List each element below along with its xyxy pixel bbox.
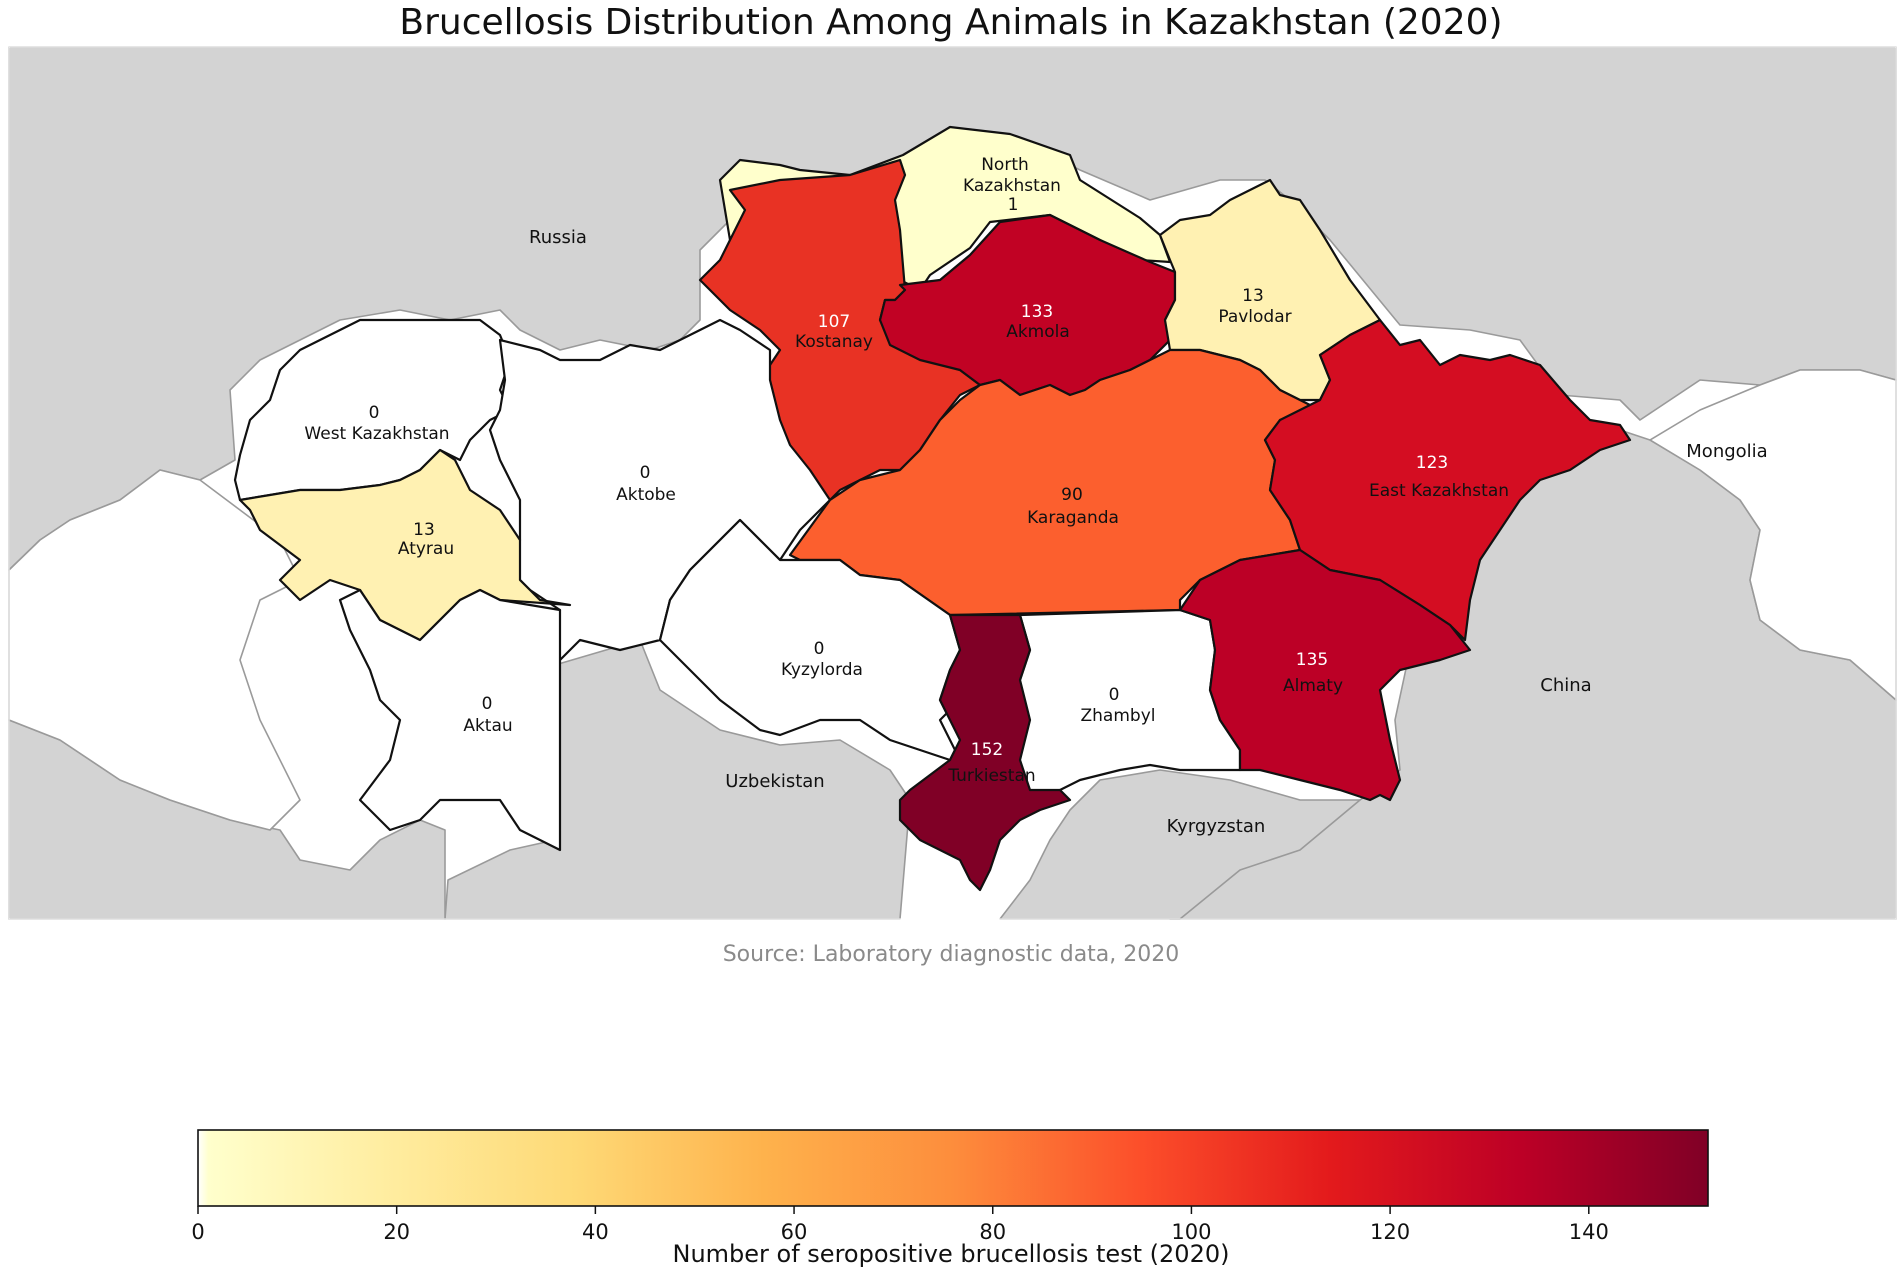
region-value: 0 — [640, 463, 651, 483]
country-label-russia: Russia — [529, 227, 587, 248]
region-label-kostanay: 107 Kostanay — [795, 312, 873, 352]
country-label-uzbekistan: Uzbekistan — [725, 771, 824, 792]
region-name: Akmola — [1006, 322, 1070, 342]
source-note: Source: Laboratory diagnostic data, 2020 — [722, 942, 1180, 967]
region-name: Aktau — [463, 716, 512, 736]
region-label-turkiestan: 152 Turkiestan — [947, 740, 1035, 786]
colorbar-tick-label: 20 — [383, 1220, 410, 1244]
region-label-karaganda: 90 Karaganda — [1027, 485, 1119, 528]
region-value: 123 — [1416, 453, 1448, 473]
region-name: Atyrau — [398, 539, 454, 559]
region-name: Kyzylorda — [781, 660, 863, 680]
map-frame-border — [8, 46, 1897, 920]
colorbar-label: Number of seropositive brucellosis test … — [672, 1240, 1230, 1268]
colorbar: 0 20 40 60 80 100 120 140 — [191, 1129, 1709, 1244]
region-value: 152 — [971, 740, 1003, 760]
region-label-east-kazakhstan: 123 East Kazakhstan — [1369, 453, 1509, 501]
region-name: Aktobe — [616, 485, 676, 505]
region-value: 133 — [1021, 302, 1053, 322]
region-label-almaty: 135 Almaty — [1283, 650, 1343, 696]
region-almaty — [1178, 548, 1472, 802]
region-label-kyzylorda: 0 Kyzylorda — [781, 639, 863, 680]
region-value: 90 — [1061, 485, 1083, 505]
colorbar-gradient — [197, 1129, 1709, 1207]
region-label-aktobe: 0 Aktobe — [616, 463, 676, 505]
region-label-pavlodar: 13 Pavlodar — [1218, 286, 1291, 327]
country-label-kyrgyzstan: Kyrgyzstan — [1167, 816, 1266, 837]
region-label-west-kazakhstan: 0 West Kazakhstan — [304, 403, 449, 444]
colorbar-tick-label: 120 — [1370, 1220, 1410, 1244]
region-value: 0 — [482, 694, 493, 714]
region-name: East Kazakhstan — [1369, 481, 1509, 501]
map-title: Brucellosis Distribution Among Animals i… — [399, 2, 1503, 43]
region-value: 135 — [1296, 650, 1328, 670]
colorbar-tick-label: 80 — [979, 1220, 1006, 1244]
region-label-atyrau: 13 Atyrau — [398, 520, 454, 559]
region-east-kazakhstan — [1263, 318, 1632, 642]
region-value: 1 — [1008, 195, 1019, 215]
region-karaganda — [788, 348, 1322, 617]
region-aktau — [338, 588, 562, 852]
country-kyrgyzstan — [999, 769, 1361, 920]
colorbar-tick-label: 140 — [1569, 1220, 1609, 1244]
country-label-mongolia: Mongolia — [1686, 441, 1767, 462]
region-turkiestan — [898, 613, 1072, 892]
region-label-akmola: 133 Akmola — [1006, 302, 1070, 342]
region-value: 0 — [1109, 685, 1120, 705]
region-name: Turkiestan — [947, 766, 1035, 786]
region-value: 13 — [413, 520, 435, 540]
region-name-line: North — [981, 155, 1029, 175]
region-name: Kostanay — [795, 332, 873, 352]
region-label-zhambyl: 0 Zhambyl — [1081, 685, 1156, 726]
colorbar-tick-label: 0 — [191, 1220, 204, 1244]
country-label-china: China — [1540, 675, 1591, 696]
region-name: West Kazakhstan — [304, 424, 449, 444]
colorbar-tick-label: 60 — [781, 1220, 808, 1244]
region-name: Zhambyl — [1081, 706, 1156, 726]
colorbar-tick-label: 40 — [582, 1220, 609, 1244]
country-uzbekistan — [444, 639, 911, 920]
colorbar-tick-label: 100 — [1171, 1220, 1211, 1244]
region-value: 0 — [369, 403, 380, 423]
region-name-line: Kazakhstan — [963, 176, 1061, 196]
region-name: Almaty — [1283, 676, 1343, 696]
region-label-aktau: 0 Aktau — [463, 694, 512, 736]
region-name: Pavlodar — [1218, 307, 1291, 327]
region-value: 0 — [814, 639, 825, 659]
region-atyrau — [238, 448, 572, 642]
region-value: 107 — [818, 312, 850, 332]
region-name: Karaganda — [1027, 508, 1119, 528]
country-west-land — [8, 469, 301, 831]
country-mongolia — [1649, 369, 1897, 701]
colorbar-ticks: 0 20 40 60 80 100 120 140 — [191, 1206, 1609, 1244]
region-value: 13 — [1242, 286, 1264, 306]
region-label-north-kazakhstan: North Kazakhstan 1 — [963, 155, 1061, 215]
